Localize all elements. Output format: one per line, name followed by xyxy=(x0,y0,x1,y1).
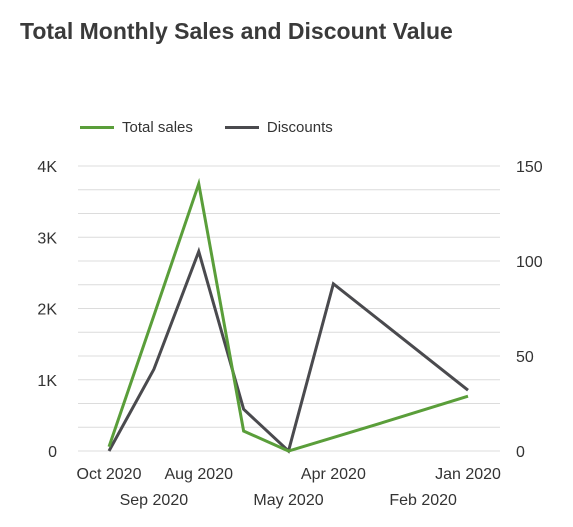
legend-label-discounts: Discounts xyxy=(266,119,333,136)
right-axis-tick-label: 50 xyxy=(516,349,534,366)
left-axis-tick-label: 0 xyxy=(48,444,57,461)
left-axis-tick-label: 4K xyxy=(37,159,57,176)
left-axis-tick-label: 2K xyxy=(37,302,57,319)
legend-swatch-total-sales xyxy=(80,126,114,129)
left-axis-tick-label: 1K xyxy=(37,373,57,390)
x-axis-tick-label: Aug 2020 xyxy=(164,466,233,483)
right-axis-tick-label: 0 xyxy=(516,444,525,461)
x-axis-tick-label: Oct 2020 xyxy=(77,466,142,483)
x-axis-tick-label: Apr 2020 xyxy=(301,466,366,483)
left-axis-tick-label: 3K xyxy=(37,230,57,247)
series-line-discounts xyxy=(107,246,469,454)
legend-swatch-discounts xyxy=(224,126,259,129)
x-axis-tick-label: May 2020 xyxy=(253,492,323,509)
right-axis-tick-label: 100 xyxy=(516,254,543,271)
legend: Total sales Discounts xyxy=(80,119,333,136)
right-axis-tick-label: 150 xyxy=(516,159,543,176)
legend-label-total-sales: Total sales xyxy=(122,119,193,136)
legend-item-discounts[interactable]: Discounts xyxy=(224,119,333,136)
chart-title: Total Monthly Sales and Discount Value xyxy=(20,18,453,44)
series-line-total-sales xyxy=(107,177,469,453)
x-axis-tick-label: Sep 2020 xyxy=(120,492,189,509)
x-axis-tick-label: Feb 2020 xyxy=(389,492,457,509)
x-axis-tick-label: Jan 2020 xyxy=(435,466,501,483)
legend-item-total-sales[interactable]: Total sales xyxy=(80,119,193,136)
